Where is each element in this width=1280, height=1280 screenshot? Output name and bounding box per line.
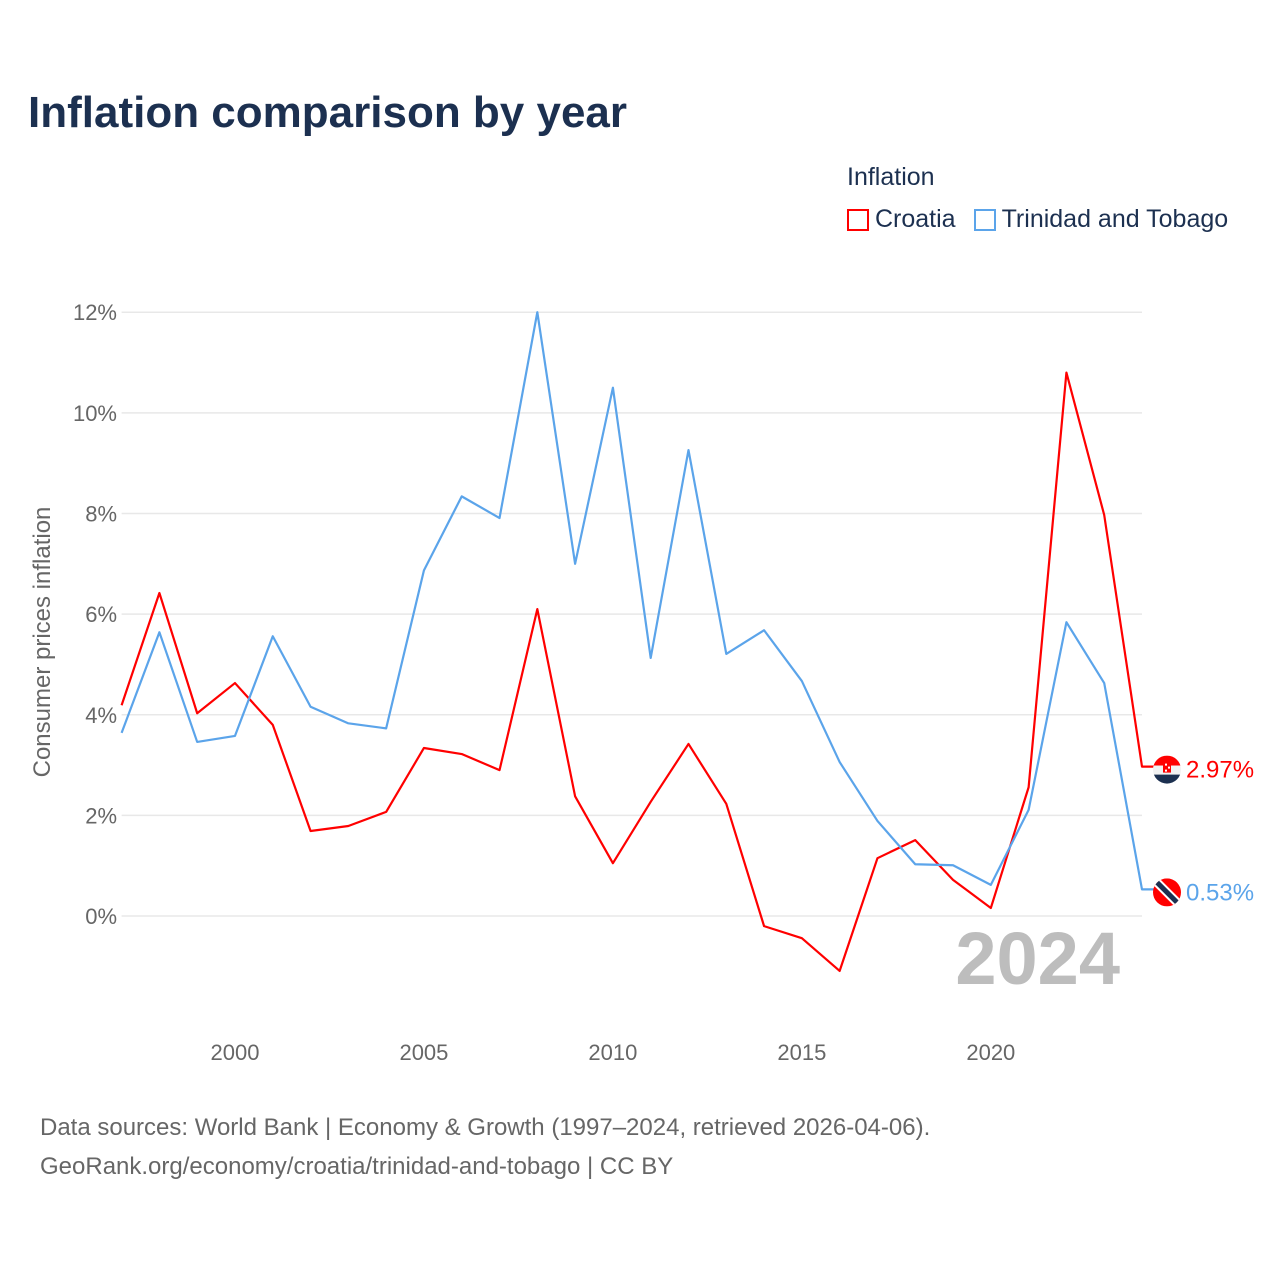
data-source: Data sources: World Bank | Economy & Gro… (40, 1114, 931, 1141)
y-tick-label: 0% (85, 904, 117, 929)
footer: Data sources: World Bank | Economy & Gro… (40, 1108, 930, 1186)
legend-title: Inflation (847, 163, 935, 191)
croatia-flag-icon (1153, 755, 1181, 784)
y-tick-label: 10% (73, 401, 117, 426)
source-link[interactable]: GeoRank.org/economy/croatia/trinidad-and… (40, 1153, 674, 1180)
y-tick-label: 12% (73, 300, 117, 325)
y-tick-label: 2% (85, 803, 117, 828)
x-tick-label: 2005 (399, 1040, 448, 1065)
end-value-label: 2.97% (1186, 757, 1254, 784)
end-value-label: 0.53% (1186, 879, 1254, 906)
y-axis-label: Consumer prices inflation (29, 507, 56, 778)
legend-label: Trinidad and Tobago (1001, 205, 1229, 233)
series-line-croatia (120, 371, 1154, 973)
x-tick-label: 2010 (588, 1040, 637, 1065)
legend-swatch-croatia (847, 208, 869, 231)
x-tick-label: 2015 (777, 1040, 826, 1065)
legend: Croatia Trinidad and Tobago (847, 205, 1246, 234)
legend-label: Croatia (875, 205, 956, 233)
legend-item-croatia[interactable]: Croatia (847, 205, 956, 234)
year-watermark: 2024 (955, 917, 1120, 1000)
y-tick-label: 4% (85, 703, 117, 728)
series-line-trinidad (120, 311, 1154, 891)
legend-swatch-trinidad (973, 208, 996, 231)
x-tick-label: 2020 (966, 1040, 1015, 1065)
trinidad-flag-icon (1153, 878, 1181, 907)
y-tick-label: 6% (85, 602, 117, 627)
legend-item-trinidad[interactable]: Trinidad and Tobago (973, 205, 1229, 234)
y-tick-label: 8% (85, 501, 117, 526)
x-tick-label: 2000 (211, 1040, 260, 1065)
chart-title: Inflation comparison by year (28, 88, 628, 137)
